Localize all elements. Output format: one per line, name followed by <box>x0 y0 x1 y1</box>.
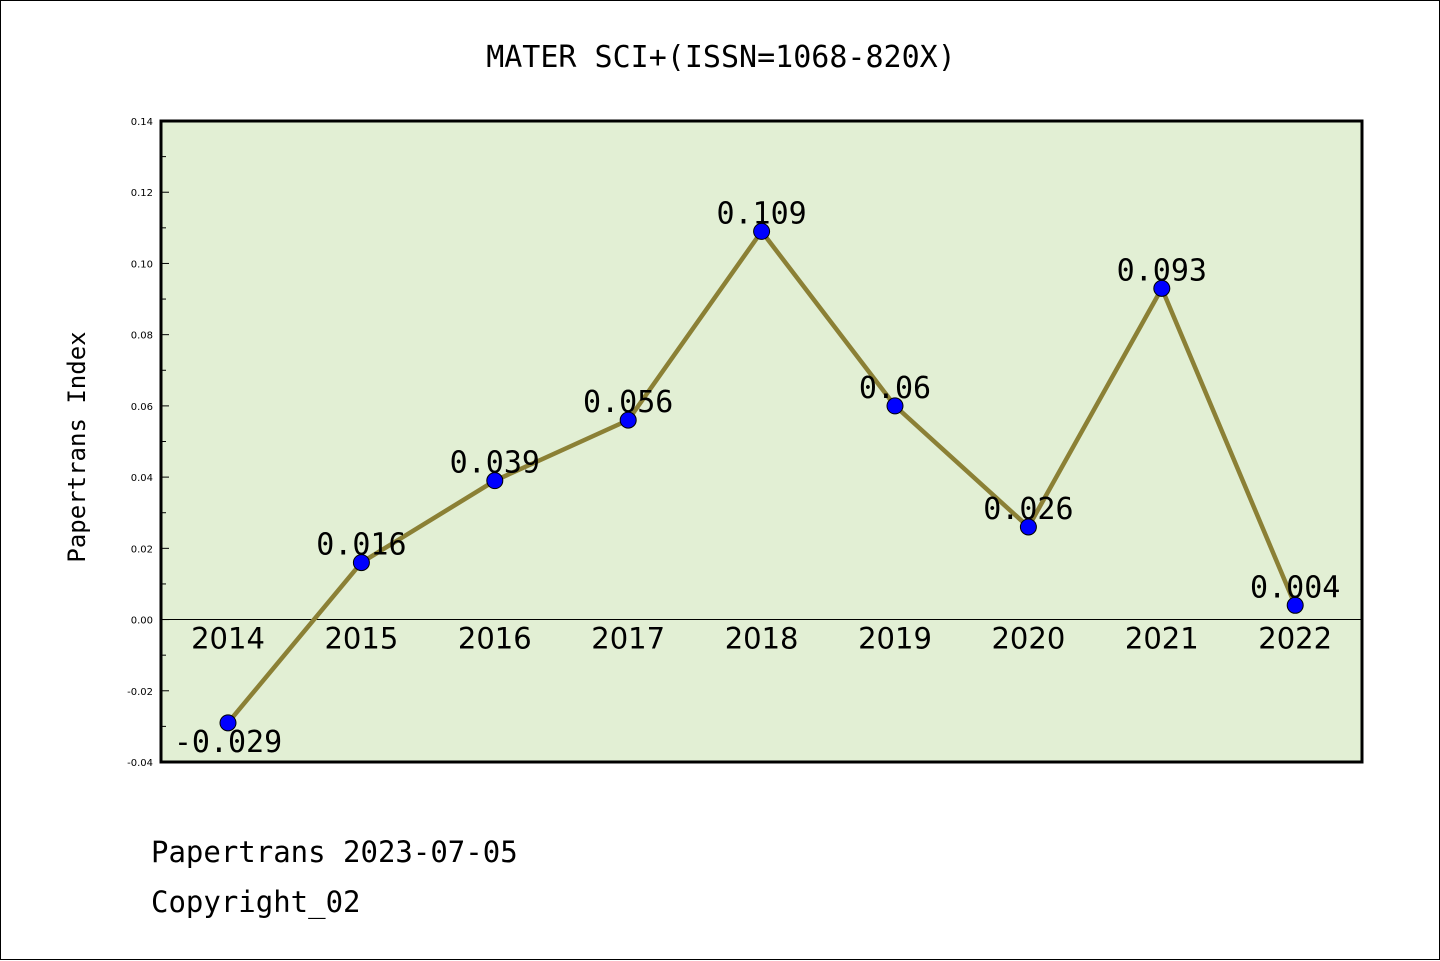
data-label: -0.029 <box>174 725 282 760</box>
data-point <box>753 222 771 240</box>
x-axis-ticks: 2014 2015 2016 2017 2018 2019 2020 2021 2022 <box>191 622 1332 656</box>
footer-date: Papertrans 2023-07-05 <box>151 835 518 869</box>
footer-copyright: Copyright_02 <box>151 885 361 919</box>
data-label: 0.026 <box>983 492 1073 527</box>
x-tick-label: 2020 <box>991 622 1065 656</box>
data-labels: -0.029 0.016 0.039 0.056 0.109 0.06 0.026 0.093… <box>174 196 1341 759</box>
data-point <box>1019 518 1037 536</box>
x-tick-label: 2017 <box>591 622 665 656</box>
x-tick-label: 2015 <box>324 622 398 656</box>
data-label: 0.06 <box>859 371 931 406</box>
x-tick-label: 2016 <box>458 622 532 656</box>
y-tick-label: 0.12 <box>131 188 153 199</box>
data-point <box>352 554 370 572</box>
y-tick-label: 0.14 <box>131 117 153 128</box>
y-axis-label: Papertrans Index <box>63 331 91 562</box>
data-point <box>619 411 637 429</box>
chart-title: MATER SCI+(ISSN=1068-820X) <box>486 40 956 75</box>
x-tick-label: 2018 <box>725 622 799 656</box>
data-label: 0.093 <box>1117 253 1207 288</box>
x-tick-label: 2019 <box>858 622 932 656</box>
data-label: 0.056 <box>583 385 673 420</box>
data-label: 0.016 <box>316 528 406 563</box>
data-point <box>219 714 237 732</box>
y-tick-label: 0.06 <box>131 402 153 413</box>
data-markers <box>219 222 1304 732</box>
y-tick-label: -0.02 <box>127 687 153 698</box>
data-point <box>486 472 504 490</box>
x-tick-label: 2014 <box>191 622 265 656</box>
y-tick-label: 0.10 <box>131 259 153 270</box>
data-point <box>1153 279 1171 297</box>
y-tick-label: 0.00 <box>131 616 153 627</box>
data-point <box>1286 596 1304 614</box>
x-tick-label: 2021 <box>1125 622 1199 656</box>
x-tick-label: 2022 <box>1258 622 1332 656</box>
y-tick-label: 0.04 <box>131 473 153 484</box>
data-label: 0.004 <box>1250 570 1340 605</box>
y-tick-label: 0.08 <box>131 331 153 342</box>
data-label: 0.109 <box>716 196 806 231</box>
y-tick-label: -0.04 <box>127 758 153 769</box>
data-point <box>886 397 904 415</box>
y-tick-label: 0.02 <box>131 544 153 555</box>
y-axis: -0.04 -0.02 0.00 0.02 0.04 0.06 0.08 0.10 0.12 0.… <box>127 117 169 769</box>
data-label: 0.039 <box>450 446 540 481</box>
